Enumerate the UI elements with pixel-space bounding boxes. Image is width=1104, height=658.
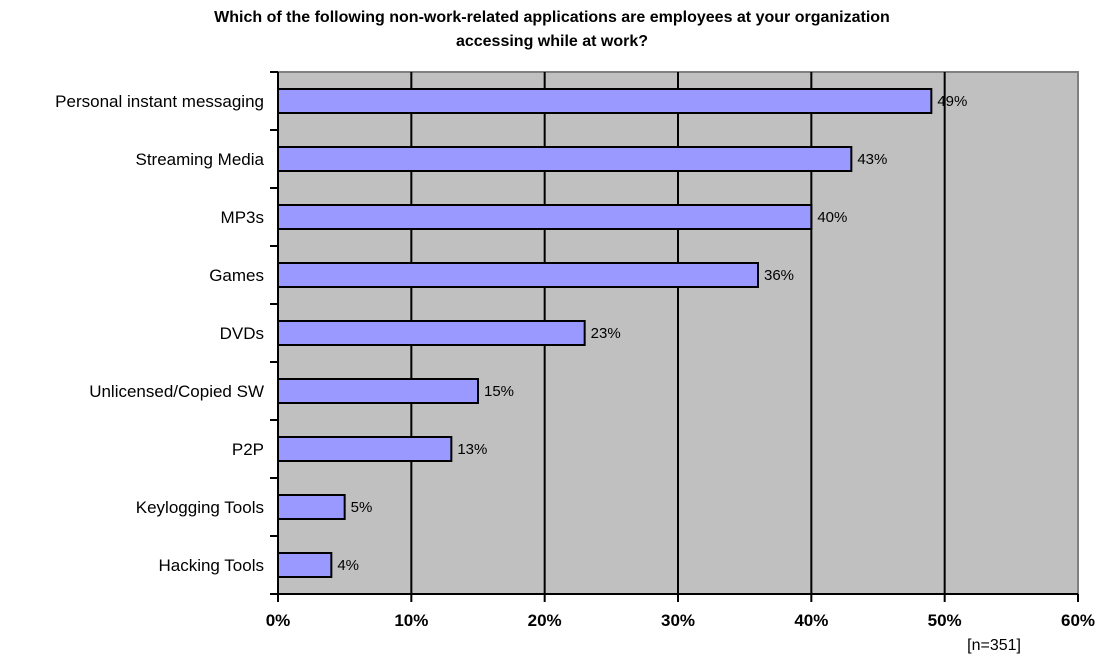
bar-8 <box>277 552 333 578</box>
category-label-1: Streaming Media <box>135 150 264 169</box>
category-label-2: MP3s <box>221 208 264 227</box>
data-label-7: 5% <box>351 499 373 516</box>
category-label-0: Personal instant messaging <box>55 92 264 111</box>
category-label-6: P2P <box>232 440 264 459</box>
x-tick-label-60: 60% <box>1061 611 1095 630</box>
x-tick-label-20: 20% <box>528 611 562 630</box>
data-label-8: 4% <box>337 557 359 574</box>
bar-7 <box>277 494 346 520</box>
bar-2 <box>277 204 813 230</box>
x-axis: 0% 10% 20% 30% 40% 50% 60% <box>266 593 1095 630</box>
category-label-5: Unlicensed/Copied SW <box>89 382 264 401</box>
data-label-1: 43% <box>857 151 887 168</box>
category-label-4: DVDs <box>220 324 264 343</box>
x-tick-label-30: 30% <box>661 611 695 630</box>
data-label-3: 36% <box>764 267 794 284</box>
category-label-7: Keylogging Tools <box>136 498 264 517</box>
data-label-5: 15% <box>484 383 514 400</box>
data-label-6: 13% <box>457 441 487 458</box>
x-tick-label-50: 50% <box>928 611 962 630</box>
bar-1 <box>277 146 853 172</box>
category-label-3: Games <box>209 266 264 285</box>
data-label-0: 49% <box>937 93 967 110</box>
x-tick-label-10: 10% <box>394 611 428 630</box>
bar-5 <box>277 378 479 404</box>
bar-6 <box>277 436 453 462</box>
chart-title-line-2: accessing while at work? <box>455 33 649 50</box>
data-label-2: 40% <box>817 209 847 226</box>
bar-0 <box>277 88 933 114</box>
category-label-8: Hacking Tools <box>158 556 264 575</box>
y-axis: Personal instant messaging Streaming Medi… <box>55 71 279 602</box>
bar-3 <box>277 262 759 288</box>
x-tick-label-40: 40% <box>794 611 828 630</box>
data-label-4: 23% <box>591 325 621 342</box>
bar-4 <box>277 320 586 346</box>
chart-title: Which of the following non-work-related … <box>0 6 1104 54</box>
x-tick-label-0: 0% <box>266 611 291 630</box>
sample-size-note: [n=351] <box>967 637 1021 654</box>
chart-title-line-1: Which of the following non-work-related … <box>214 9 890 26</box>
bars: 49% 43% 40% 36% 23% 15% 13% 5% 4% <box>277 88 967 578</box>
